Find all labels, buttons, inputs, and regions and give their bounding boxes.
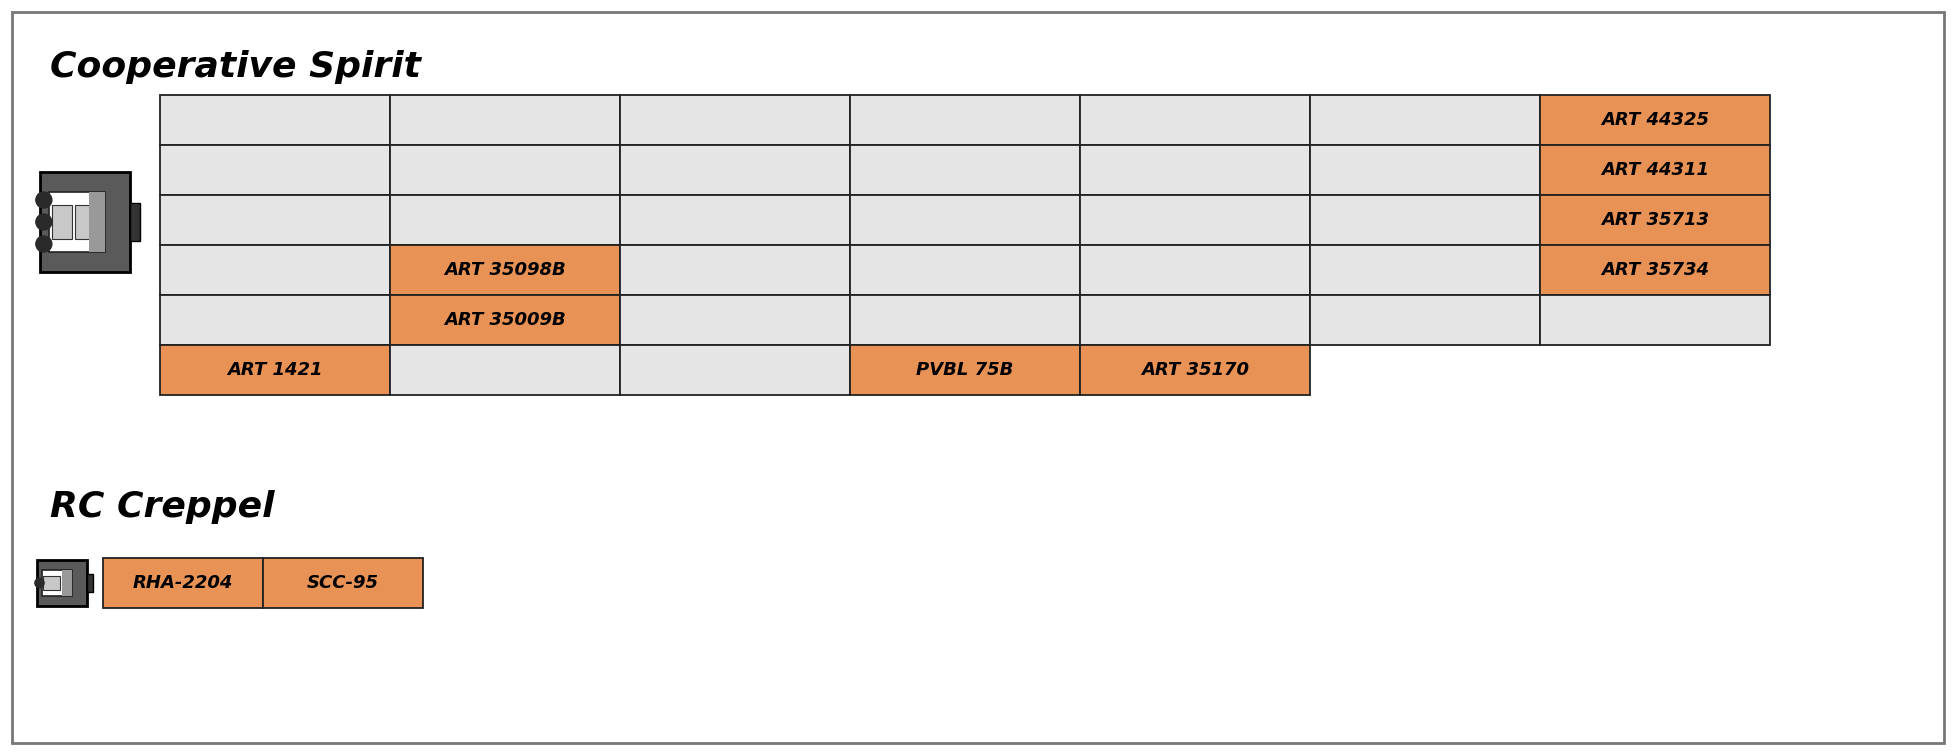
Text: ART 35098B: ART 35098B <box>444 261 565 279</box>
Bar <box>389 245 620 295</box>
Bar <box>620 145 850 195</box>
Bar <box>620 295 850 345</box>
Bar <box>43 575 59 590</box>
Bar <box>86 574 92 592</box>
Bar <box>49 192 106 252</box>
Text: SCC-95: SCC-95 <box>307 574 379 592</box>
Text: ART 44325: ART 44325 <box>1601 111 1709 129</box>
Circle shape <box>35 236 53 252</box>
Bar <box>850 345 1079 395</box>
Bar <box>1079 145 1310 195</box>
Bar <box>1539 295 1769 345</box>
Text: Cooperative Spirit: Cooperative Spirit <box>51 50 420 84</box>
Bar <box>160 295 389 345</box>
Bar <box>51 205 72 239</box>
Text: ART 35734: ART 35734 <box>1601 261 1709 279</box>
Text: RC Creppel: RC Creppel <box>51 490 274 524</box>
Text: PVBL 75B: PVBL 75B <box>915 361 1013 379</box>
Text: RHA-2204: RHA-2204 <box>133 574 233 592</box>
Bar <box>74 205 96 239</box>
Bar <box>1310 245 1539 295</box>
Text: ART 35713: ART 35713 <box>1601 211 1709 229</box>
Bar <box>131 203 141 241</box>
Bar <box>620 195 850 245</box>
Bar <box>850 145 1079 195</box>
Bar <box>1079 95 1310 145</box>
Text: ART 35009B: ART 35009B <box>444 311 565 329</box>
Bar <box>620 345 850 395</box>
Bar <box>160 95 389 145</box>
Bar <box>1310 195 1539 245</box>
Bar <box>389 295 620 345</box>
Bar <box>850 195 1079 245</box>
Circle shape <box>35 214 53 230</box>
Bar <box>1539 95 1769 145</box>
Bar <box>1310 145 1539 195</box>
Bar <box>1539 195 1769 245</box>
Bar <box>1079 345 1310 395</box>
Bar <box>389 345 620 395</box>
Bar <box>1079 295 1310 345</box>
Bar <box>160 245 389 295</box>
Bar <box>389 95 620 145</box>
Text: ART 1421: ART 1421 <box>227 361 323 379</box>
Bar <box>620 95 850 145</box>
Bar <box>39 172 131 272</box>
Circle shape <box>35 578 45 587</box>
Bar <box>389 145 620 195</box>
Bar <box>1079 245 1310 295</box>
Bar <box>850 95 1079 145</box>
Bar <box>1310 295 1539 345</box>
Bar <box>850 245 1079 295</box>
Bar <box>850 295 1079 345</box>
Bar <box>620 245 850 295</box>
Bar <box>41 570 72 596</box>
Bar <box>160 145 389 195</box>
Bar <box>63 570 72 596</box>
Text: ART 44311: ART 44311 <box>1601 161 1709 179</box>
Bar <box>1310 95 1539 145</box>
Text: ART 35170: ART 35170 <box>1140 361 1249 379</box>
Bar <box>90 192 106 252</box>
Bar <box>389 195 620 245</box>
Bar <box>37 560 86 606</box>
Bar <box>262 558 422 608</box>
Bar <box>160 195 389 245</box>
Bar <box>1079 195 1310 245</box>
Circle shape <box>35 192 53 208</box>
Bar <box>160 345 389 395</box>
Bar <box>1539 145 1769 195</box>
Bar <box>1539 245 1769 295</box>
Bar <box>104 558 262 608</box>
